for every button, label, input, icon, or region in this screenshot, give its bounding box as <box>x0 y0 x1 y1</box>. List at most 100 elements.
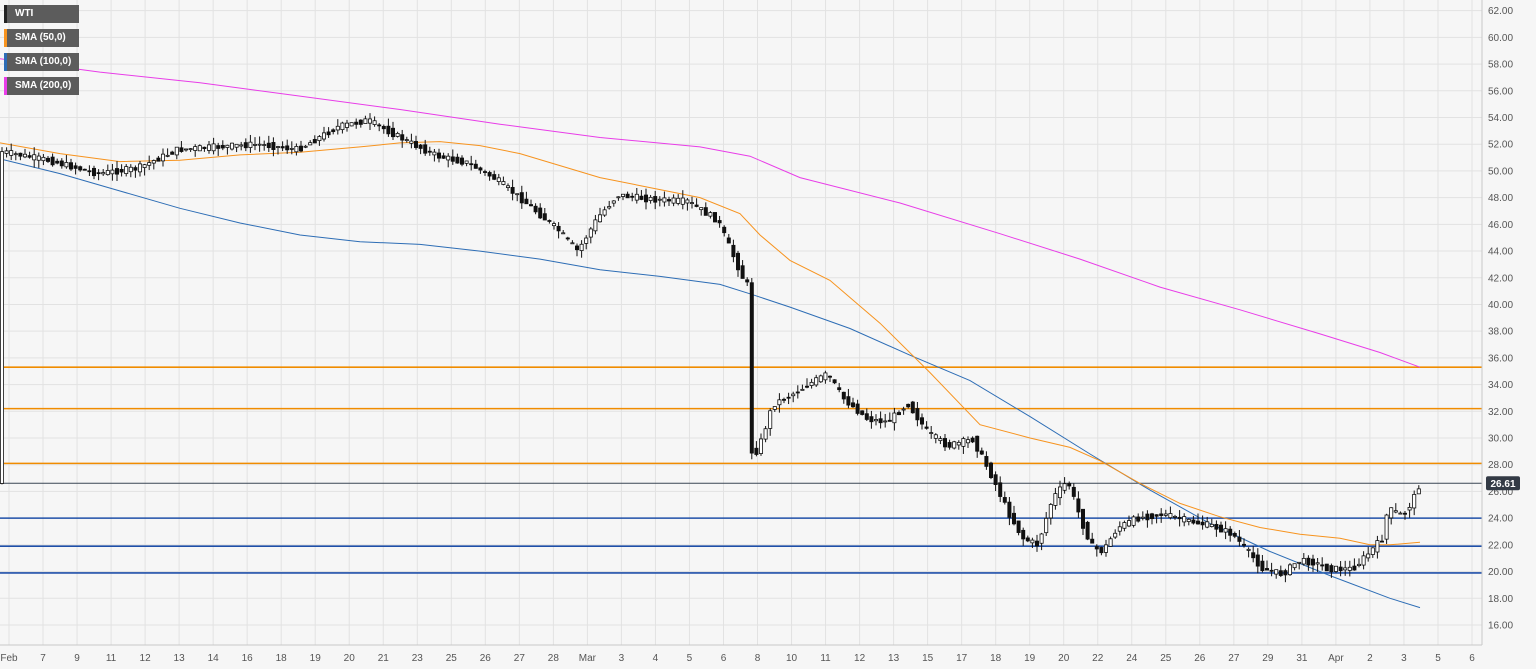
candle-up <box>791 393 796 397</box>
candle-down <box>358 119 363 125</box>
x-tick-label: 31 <box>1296 653 1308 664</box>
candle-up <box>1384 514 1389 540</box>
candle-up <box>165 154 170 157</box>
legend-swatch-wti <box>4 5 7 23</box>
candle-down <box>653 196 658 203</box>
candle-up <box>211 143 216 152</box>
candle-up <box>229 142 234 150</box>
candle-down <box>487 172 492 177</box>
candle-up <box>552 223 557 227</box>
x-tick-label: 5 <box>1435 653 1441 664</box>
candle-down <box>519 192 524 204</box>
candle-down <box>625 193 630 199</box>
candle-up <box>321 132 326 140</box>
candle-down <box>984 456 989 467</box>
candle-up <box>1412 494 1417 509</box>
candle-up <box>966 439 971 444</box>
candle-up <box>952 441 957 449</box>
legend-item-sma-50[interactable]: SMA (50,0) <box>4 29 80 47</box>
y-tick-label: 30.00 <box>1488 434 1513 445</box>
candle-down <box>837 387 842 391</box>
candle-down <box>726 237 731 244</box>
candle-up <box>432 151 437 156</box>
candle-down <box>1200 521 1205 526</box>
candle-down <box>1085 521 1090 540</box>
y-tick-label: 16.00 <box>1488 620 1513 631</box>
candle-down <box>115 168 120 175</box>
candle-up <box>883 420 888 423</box>
candle-up <box>1140 516 1145 519</box>
candle-up <box>275 146 280 148</box>
candle-up <box>593 219 598 232</box>
candle-down <box>864 413 869 420</box>
candle-down <box>1228 528 1233 536</box>
moving-averages <box>0 58 1421 609</box>
candle-up <box>584 237 589 244</box>
candle-down <box>450 156 455 162</box>
candle-down <box>1025 537 1030 542</box>
x-tick-label: Feb <box>0 653 18 664</box>
candle-down <box>1283 570 1288 576</box>
candle-down <box>96 172 101 175</box>
candle-down <box>1269 569 1274 572</box>
candle-down <box>492 174 497 180</box>
x-tick-label: 20 <box>1058 653 1070 664</box>
candle-down <box>832 379 837 384</box>
candle-up <box>772 406 777 410</box>
legend-item-sma-100[interactable]: SMA (100,0) <box>4 53 80 71</box>
candle-down <box>828 375 833 378</box>
candle-up <box>174 146 179 156</box>
candle-up <box>64 162 69 168</box>
candle-down <box>1021 529 1026 540</box>
legend-swatch-sma-200 <box>4 77 7 95</box>
candle-down <box>69 162 74 170</box>
candle-up <box>1209 523 1214 527</box>
x-tick-label: 19 <box>310 653 322 664</box>
candle-down <box>1260 560 1265 571</box>
candle-up <box>1389 507 1394 519</box>
y-tick-label: 44.00 <box>1488 247 1513 258</box>
candle-up <box>1398 512 1403 515</box>
candle-up <box>137 163 142 173</box>
candle-down <box>713 212 718 223</box>
candle-up <box>262 144 267 146</box>
legend-item-wti[interactable]: WTI <box>4 5 80 23</box>
candle-down <box>1306 557 1311 566</box>
x-tick-label: 2 <box>1367 653 1373 664</box>
candle-up <box>607 206 612 209</box>
candle-up <box>933 434 938 439</box>
y-tick-label: 54.00 <box>1488 113 1513 124</box>
candle-down <box>667 199 672 202</box>
x-tick-label: 12 <box>140 653 152 664</box>
y-tick-label: 24.00 <box>1488 514 1513 525</box>
y-tick-label: 20.00 <box>1488 567 1513 578</box>
candle-up <box>1186 518 1191 522</box>
candle-down <box>1016 520 1021 533</box>
candle-up <box>344 122 349 128</box>
candle-down <box>1007 501 1012 518</box>
candle-up <box>1122 522 1127 529</box>
candle-up <box>814 377 819 386</box>
legend-label-sma-50: SMA (50,0) <box>15 32 66 43</box>
candle-down <box>82 168 87 171</box>
candle-down <box>473 163 478 169</box>
candle-up <box>588 228 593 238</box>
candle-down <box>1099 547 1104 554</box>
candle-up <box>317 136 322 142</box>
x-tick-label: 11 <box>820 653 831 664</box>
candle-up <box>515 193 520 196</box>
candle-up <box>800 388 805 391</box>
candle-down <box>1067 483 1072 487</box>
candle-down <box>156 157 161 162</box>
candle-down <box>547 220 552 222</box>
candle-down <box>1278 570 1283 576</box>
candle-up <box>1223 528 1228 533</box>
candle-down <box>418 144 423 149</box>
candle-up <box>777 399 782 406</box>
candle-up <box>759 438 764 454</box>
x-tick-label: 4 <box>653 653 659 664</box>
candle-up <box>823 372 828 381</box>
legend-item-sma-200[interactable]: SMA (200,0) <box>4 77 80 95</box>
